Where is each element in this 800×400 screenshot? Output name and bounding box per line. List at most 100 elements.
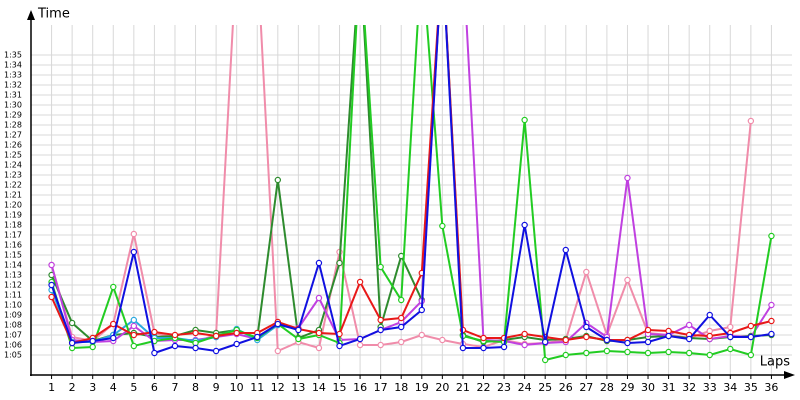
point-marker <box>706 351 713 359</box>
y-tick-label: 1:12 <box>4 281 22 290</box>
y-tick-label: 1:33 <box>4 71 22 80</box>
series-line <box>50 25 772 355</box>
point-marker <box>130 230 138 238</box>
series-line <box>50 25 773 362</box>
point-marker <box>212 347 220 355</box>
point-marker <box>583 268 590 276</box>
point-marker <box>768 330 775 338</box>
x-tick-label: 14 <box>312 381 326 394</box>
point-marker <box>171 342 179 350</box>
point-marker <box>665 348 672 356</box>
point-marker <box>747 333 755 341</box>
x-tick-label: 10 <box>230 381 244 394</box>
x-tick-label: 30 <box>641 381 655 394</box>
x-tick-label: 23 <box>497 381 511 394</box>
y-tick-label: 1:06 <box>4 341 22 350</box>
point-marker <box>706 311 713 319</box>
y-tick-label: 1:29 <box>4 111 22 120</box>
point-marker <box>624 339 631 347</box>
point-marker <box>315 329 323 337</box>
y-tick-label: 1:24 <box>4 161 22 170</box>
point-marker <box>583 349 590 357</box>
point-marker <box>768 317 775 325</box>
y-tick-label: 1:30 <box>4 101 22 110</box>
point-marker <box>398 314 405 322</box>
point-marker <box>48 261 55 269</box>
point-marker <box>768 301 775 309</box>
y-tick-label: 1:16 <box>4 241 22 250</box>
x-tick-label: 24 <box>518 381 532 394</box>
x-tick-label: 34 <box>723 381 737 394</box>
point-marker <box>377 263 384 271</box>
x-tick-label: 8 <box>192 381 199 394</box>
series-line <box>50 25 772 345</box>
x-tick-label: 2 <box>69 381 76 394</box>
point-marker <box>583 333 590 341</box>
x-tick-label: 29 <box>620 381 634 394</box>
point-marker <box>68 339 76 347</box>
point-marker <box>480 334 487 342</box>
point-marker <box>459 344 467 352</box>
point-marker <box>110 283 117 291</box>
point-marker <box>212 332 220 340</box>
point-marker <box>624 174 631 182</box>
x-tick-label: 28 <box>600 381 614 394</box>
y-tick-label: 1:25 <box>4 151 22 160</box>
point-marker <box>500 343 508 351</box>
x-tick-label: 21 <box>456 381 470 394</box>
point-marker <box>254 333 261 341</box>
x-tick-label: 12 <box>271 381 285 394</box>
y-tick-label: 1:34 <box>4 61 22 70</box>
x-tick-label: 32 <box>682 381 696 394</box>
x-tick-label: 16 <box>353 381 367 394</box>
point-marker <box>398 323 405 331</box>
point-marker <box>192 344 199 352</box>
y-tick-label: 1:35 <box>4 51 22 60</box>
y-tick-label: 1:31 <box>4 91 22 100</box>
y-tick-label: 1:28 <box>4 121 22 130</box>
point-marker <box>624 348 631 356</box>
point-marker <box>130 316 138 324</box>
point-marker <box>274 320 282 328</box>
y-tick-label: 1:32 <box>4 81 22 90</box>
point-marker <box>644 326 652 334</box>
point-marker <box>48 293 55 301</box>
point-marker <box>48 281 55 289</box>
point-marker <box>295 335 302 343</box>
point-marker <box>336 342 343 350</box>
point-marker <box>521 116 528 124</box>
x-tick-label: 33 <box>703 381 717 394</box>
y-tick-label: 1:05 <box>4 351 22 360</box>
point-marker <box>233 340 240 348</box>
point-marker <box>727 323 734 331</box>
point-marker <box>398 338 405 346</box>
point-marker <box>110 334 117 342</box>
y-tick-label: 1:27 <box>4 131 22 140</box>
point-marker <box>274 347 282 355</box>
x-tick-label: 17 <box>374 381 388 394</box>
point-marker <box>151 349 158 357</box>
x-tick-label: 9 <box>213 381 220 394</box>
point-marker <box>562 336 569 344</box>
point-marker <box>151 328 158 336</box>
point-marker <box>541 338 549 346</box>
point-marker <box>89 343 96 351</box>
y-tick-label: 1:18 <box>4 221 22 230</box>
x-tick-label: 15 <box>333 381 347 394</box>
point-marker <box>644 349 652 357</box>
x-axis-label: Laps <box>760 355 790 370</box>
x-tick-label: 3 <box>89 381 96 394</box>
x-tick-label: 31 <box>662 381 676 394</box>
point-marker <box>541 356 549 364</box>
point-marker <box>377 326 384 334</box>
point-marker <box>315 344 323 352</box>
y-tick-label: 1:07 <box>4 331 22 340</box>
point-marker <box>192 329 199 337</box>
y-tick-label: 1:14 <box>4 261 22 270</box>
point-marker <box>685 335 693 343</box>
point-marker <box>521 221 528 229</box>
x-tick-label: 5 <box>130 381 137 394</box>
point-marker <box>439 336 446 344</box>
series-line <box>50 25 772 344</box>
x-tick-label: 7 <box>171 381 178 394</box>
